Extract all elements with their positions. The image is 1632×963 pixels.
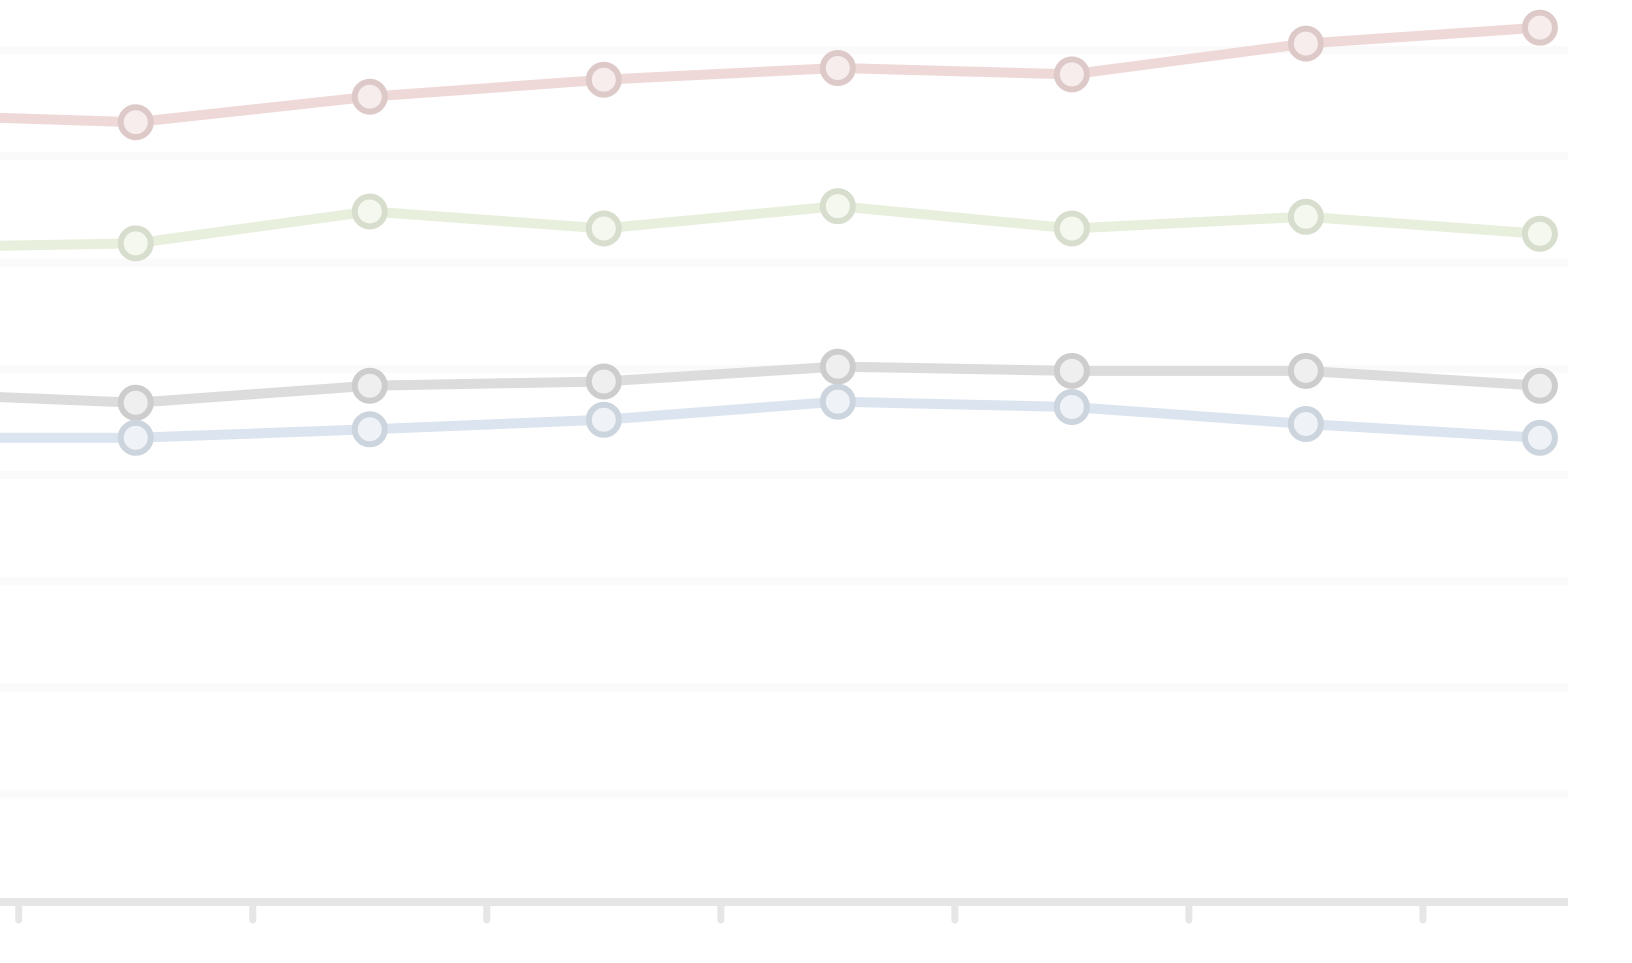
- point-marker: [1053, 388, 1090, 425]
- point-marker: [1053, 210, 1090, 247]
- point-marker: [819, 383, 856, 420]
- point-marker: [117, 384, 154, 421]
- point-marker: [819, 50, 856, 87]
- series-line: [0, 22, 1541, 128]
- x-axis: [0, 898, 1568, 924]
- point-marker: [351, 193, 388, 230]
- point-marker: [585, 363, 622, 400]
- point-marker: [1287, 352, 1324, 389]
- point-marker: [585, 210, 622, 247]
- point-marker: [117, 104, 154, 141]
- point-marker: [1287, 405, 1324, 442]
- point-marker: [585, 401, 622, 438]
- point-marker: [1521, 215, 1558, 252]
- point-marker: [1287, 25, 1324, 62]
- point-marker: [351, 411, 388, 448]
- point-marker: [117, 419, 154, 456]
- point-marker: [585, 61, 622, 98]
- point-marker: [351, 78, 388, 115]
- point-marker: [351, 367, 388, 404]
- point-marker: [1521, 419, 1558, 456]
- point-marker: [1521, 9, 1558, 46]
- series-line: [0, 201, 1541, 251]
- series-line: [0, 361, 1541, 408]
- series-line: [0, 396, 1541, 443]
- point-marker: [819, 348, 856, 385]
- point-marker: [117, 225, 154, 262]
- plot-area: [0, 9, 1558, 456]
- point-marker: [819, 188, 856, 225]
- point-marker: [1287, 198, 1324, 235]
- point-marker: [1053, 352, 1090, 389]
- point-marker: [1521, 367, 1558, 404]
- point-marker: [1053, 56, 1090, 93]
